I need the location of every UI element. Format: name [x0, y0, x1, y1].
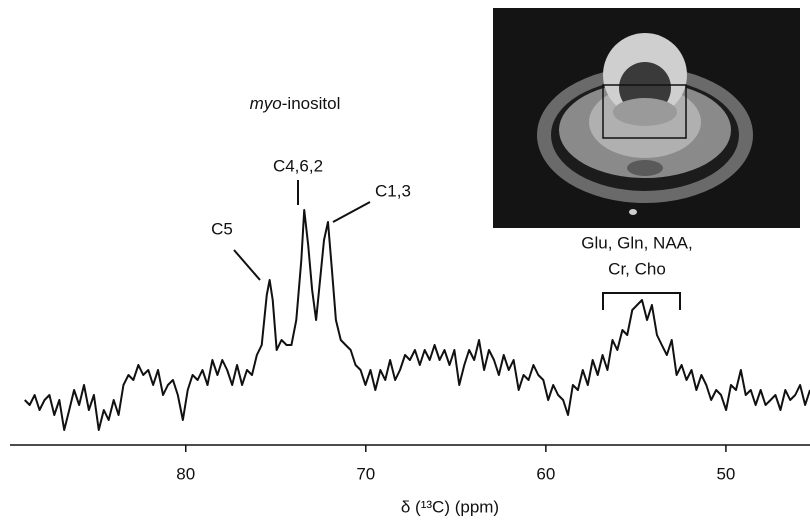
leader-line — [234, 250, 260, 280]
annotation: C4,6,2 — [273, 156, 323, 175]
annotation: C1,3 — [375, 181, 411, 200]
annotation: C5 — [211, 219, 233, 238]
x-tick-label: 70 — [356, 464, 375, 483]
x-tick-label: 60 — [536, 464, 555, 483]
annotation: myo-inositol — [250, 94, 341, 113]
x-tick-label: 50 — [716, 464, 735, 483]
annotation-italic: myo — [250, 94, 282, 113]
page: {"chart_data": { "type": "line", "color"… — [0, 0, 810, 520]
annotation: Cr, Cho — [608, 259, 666, 278]
x-axis-label: δ (¹³C) (ppm) — [401, 497, 499, 516]
annotation: Glu, Gln, NAA, — [581, 233, 692, 252]
x-tick-label: 80 — [176, 464, 195, 483]
annotation-text: -inositol — [282, 94, 341, 113]
mri-inset — [493, 8, 800, 228]
leader-line — [333, 202, 370, 222]
chart: myo-inositol C4,6,2 C1,3 C5 Glu, Gln, NA… — [0, 0, 810, 520]
